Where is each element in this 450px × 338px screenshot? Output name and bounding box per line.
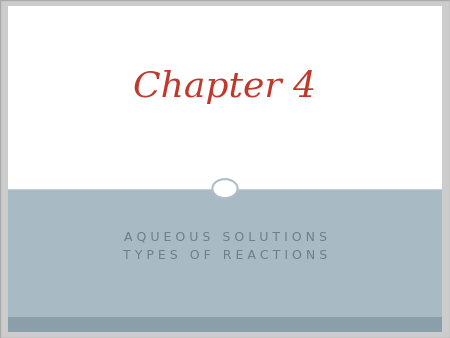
Text: A Q U E O U S   S O L U T I O N S: A Q U E O U S S O L U T I O N S <box>123 231 327 244</box>
Text: T Y P E S   O F   R E A C T I O N S: T Y P E S O F R E A C T I O N S <box>123 249 327 262</box>
Circle shape <box>212 179 238 198</box>
Bar <box>8 317 442 332</box>
Bar <box>8 6 442 189</box>
Text: Chapter 4: Chapter 4 <box>134 70 316 104</box>
Bar <box>8 189 442 317</box>
